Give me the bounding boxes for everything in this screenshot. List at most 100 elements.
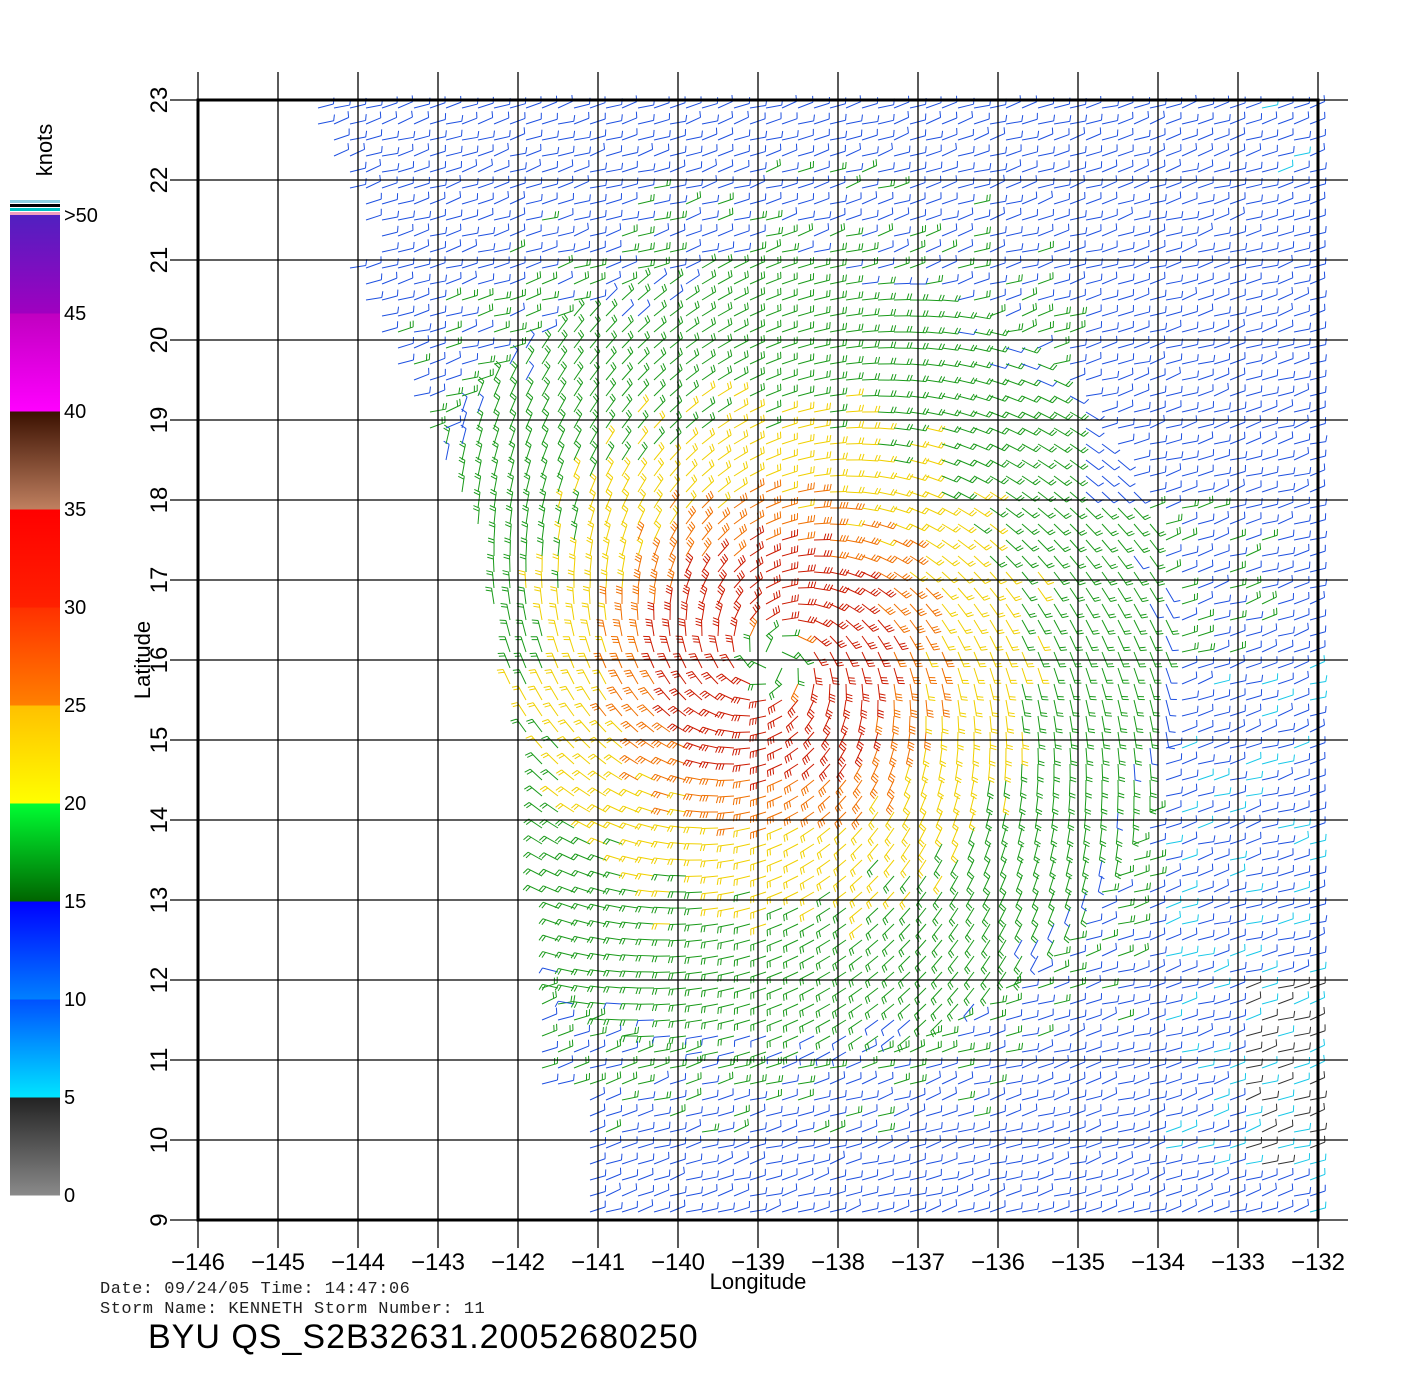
wind-barb-flag <box>1181 1026 1184 1034</box>
wind-barb-flag <box>1057 715 1064 717</box>
wind-barb-flag <box>715 673 722 678</box>
wind-barb-flag <box>1017 858 1023 864</box>
wind-barb <box>867 827 879 841</box>
wind-barb-flag <box>638 987 642 995</box>
wind-barb-flag <box>822 771 827 778</box>
wind-barb-flag <box>1117 811 1124 815</box>
wind-barb-flag <box>900 872 905 879</box>
wind-barb <box>1101 1126 1118 1133</box>
wind-barb <box>1053 683 1059 700</box>
wind-barb-flag <box>664 604 671 608</box>
wind-barb <box>1181 1142 1198 1149</box>
wind-barb-flag <box>782 1058 785 1065</box>
wind-barb-flag <box>769 753 772 760</box>
wind-barb <box>1277 1062 1294 1069</box>
wind-barb-flag <box>671 1021 674 1028</box>
wind-barb <box>1101 917 1117 925</box>
wind-barb-flag <box>875 1070 877 1078</box>
wind-barb-flag <box>563 619 571 621</box>
wind-barb-flag <box>1021 1042 1024 1050</box>
wind-barb <box>1085 1124 1101 1133</box>
wind-barb-flag <box>1084 827 1091 831</box>
wind-barb <box>1085 1061 1101 1069</box>
wind-barb <box>872 747 879 764</box>
wind-barb-flag <box>683 876 687 883</box>
wind-barb-flag <box>701 1186 703 1193</box>
wind-barb <box>621 1046 638 1053</box>
wind-barb <box>1021 1000 1038 1005</box>
wind-barb-flag <box>1197 690 1199 697</box>
wind-barb <box>1069 747 1072 765</box>
wind-barb-flag <box>619 755 625 760</box>
wind-barb-flag <box>924 744 931 748</box>
wind-barb <box>829 619 844 630</box>
wind-barb <box>1293 1204 1309 1213</box>
wind-barb-flag <box>669 1091 672 1098</box>
wind-barb-flag <box>754 701 757 708</box>
wind-barb-flag <box>931 967 936 974</box>
wind-barb-flag <box>986 811 993 816</box>
wind-barb-flag <box>850 839 855 846</box>
wind-barb <box>1117 1188 1133 1197</box>
wind-barb-flag <box>602 1026 604 1034</box>
wind-barb-flag <box>783 930 785 938</box>
wind-barb <box>973 715 976 732</box>
wind-barb <box>1101 1001 1118 1005</box>
wind-barb-flag <box>841 727 848 733</box>
wind-barb <box>1037 1014 1054 1021</box>
wind-barb-flag <box>1047 922 1054 928</box>
wind-barb-flag <box>781 1105 783 1113</box>
wind-barb-flag <box>1099 943 1102 950</box>
wind-barb <box>1165 635 1173 651</box>
wind-barb <box>1293 871 1310 877</box>
wind-barb-flag <box>970 1091 973 1098</box>
wind-barb <box>1277 854 1294 861</box>
wind-barb <box>718 811 735 814</box>
wind-barb-flag <box>808 711 814 717</box>
wind-barb-flag <box>638 723 645 728</box>
colorbar-band <box>10 901 60 1000</box>
wind-barb-flag <box>586 820 592 827</box>
wind-barb <box>850 859 863 872</box>
wind-barb <box>1293 824 1310 829</box>
wind-barb-flag <box>735 765 738 772</box>
wind-barb-flag <box>1069 795 1076 799</box>
wind-barb <box>1133 855 1150 861</box>
wind-barb <box>1117 1031 1134 1037</box>
wind-barb-flag <box>1291 702 1293 710</box>
wind-barb-flag <box>653 1058 655 1065</box>
wind-barb-flag <box>840 743 846 749</box>
wind-barb-flag <box>603 986 607 993</box>
wind-barb-flag <box>1325 705 1327 713</box>
wind-barb-flag <box>832 980 835 987</box>
wind-barb-flag <box>593 707 600 711</box>
wind-barb <box>1165 1061 1182 1069</box>
wind-barb <box>1277 888 1294 893</box>
wind-barb-flag <box>948 645 955 648</box>
wind-barb <box>1213 632 1230 637</box>
wind-barb-flag <box>1003 795 1010 800</box>
wind-barb-flag <box>1037 1122 1039 1129</box>
wind-barb-flag <box>965 997 970 1004</box>
wind-barb-flag <box>949 889 955 895</box>
wind-barb <box>947 971 959 985</box>
wind-barb-flag <box>894 712 901 716</box>
wind-barb-flag <box>1103 763 1110 766</box>
wind-barb <box>1181 997 1198 1005</box>
wind-barb-flag <box>884 932 888 940</box>
wind-barb-flag <box>621 873 626 879</box>
wind-barb <box>1053 715 1057 732</box>
wind-barb <box>530 752 543 765</box>
wind-barb <box>733 1110 750 1117</box>
wind-barb-flag <box>1165 1042 1167 1049</box>
wind-barb-flag <box>634 840 639 847</box>
wind-barb-flag <box>704 745 709 752</box>
wind-barb-flag <box>541 903 547 909</box>
wind-barb-flag <box>557 854 563 860</box>
wind-barb <box>848 1035 863 1046</box>
wind-barb <box>637 1045 654 1053</box>
wind-barb <box>797 1144 814 1149</box>
wind-barb-flag <box>703 674 710 678</box>
wind-barb-flag <box>869 837 874 844</box>
wind-barb-flag <box>653 1091 656 1098</box>
